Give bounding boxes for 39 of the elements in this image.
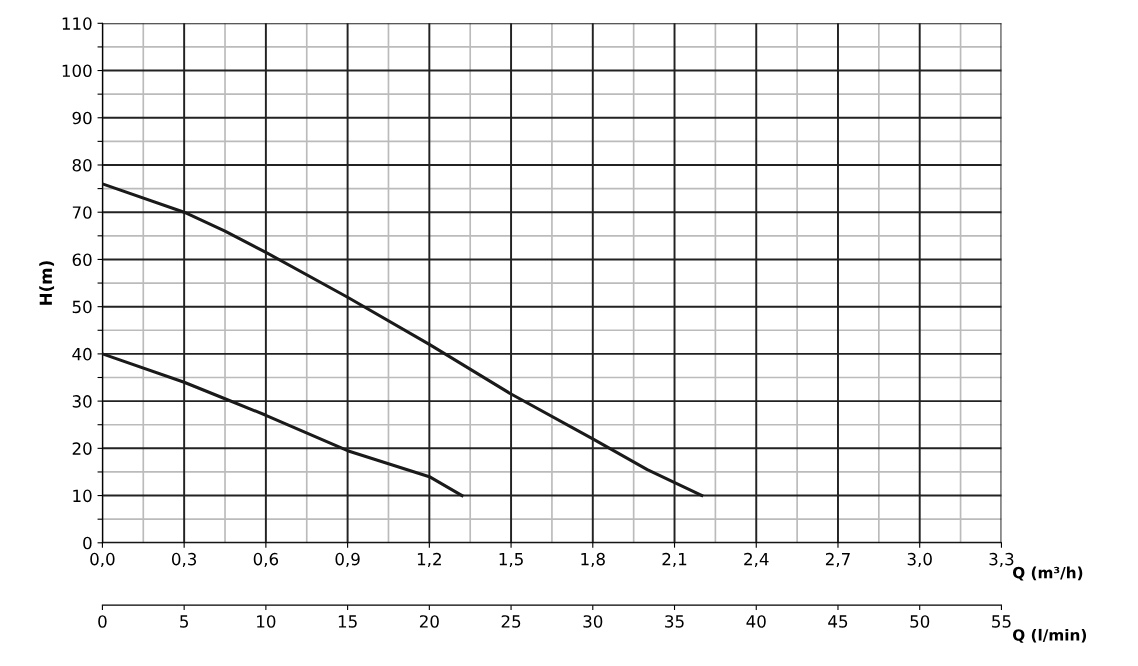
x-tick-label: 0,3	[172, 552, 197, 568]
x-tick-label: 1,5	[499, 553, 523, 568]
y-tick-label: 60	[72, 253, 92, 267]
x2-tick-label: 50	[910, 615, 930, 628]
x-tick-label: 0,0	[90, 552, 115, 568]
x-tick-label: 1,2	[417, 552, 441, 568]
y-tick-label: 110	[62, 17, 92, 30]
x2-tick-label: 5	[180, 615, 188, 628]
x-tick-label: 2,4	[744, 552, 769, 568]
y-tick-label: 70	[72, 206, 92, 219]
y-axis-title: H(m)	[39, 261, 55, 305]
x-tick-label: 2,7	[825, 552, 850, 568]
x2-tick-label: 45	[828, 615, 848, 628]
y-tick-label: 20	[72, 442, 92, 455]
y-tick-label: 30	[72, 395, 92, 408]
y-tick-label: 90	[72, 111, 92, 125]
x2-tick-label: 10	[257, 615, 276, 628]
x2-tick-label: 35	[665, 615, 684, 628]
x-tick-label: 2,1	[662, 552, 687, 568]
x-tick-label: 0,6	[253, 552, 279, 568]
x2-tick-label: 30	[583, 615, 603, 628]
y-tick-label: 50	[72, 300, 92, 314]
y-tick-label: 100	[62, 64, 92, 78]
x-axis-title: Q (m³/h)	[1012, 566, 1083, 581]
x-tick-label: 3,3	[989, 552, 1014, 568]
x2-tick-label: 25	[501, 615, 521, 628]
x2-axis-title: Q (l/min)	[1012, 628, 1087, 643]
y-tick-label: 80	[72, 158, 92, 172]
y-tick-label: 0	[83, 536, 92, 550]
x2-tick-label: 55	[992, 615, 1011, 628]
x2-tick-label: 20	[419, 615, 439, 628]
x2-tick-label: 15	[338, 615, 357, 628]
x2-tick-label: 0	[98, 615, 107, 628]
y-tick-label: 10	[73, 489, 92, 503]
y-tick-label: 40	[72, 347, 92, 361]
x-tick-label: 1,8	[581, 552, 605, 568]
x-tick-label: 3,0	[907, 552, 932, 568]
x-tick-label: 0,9	[335, 552, 360, 568]
x2-tick-label: 40	[746, 615, 766, 628]
